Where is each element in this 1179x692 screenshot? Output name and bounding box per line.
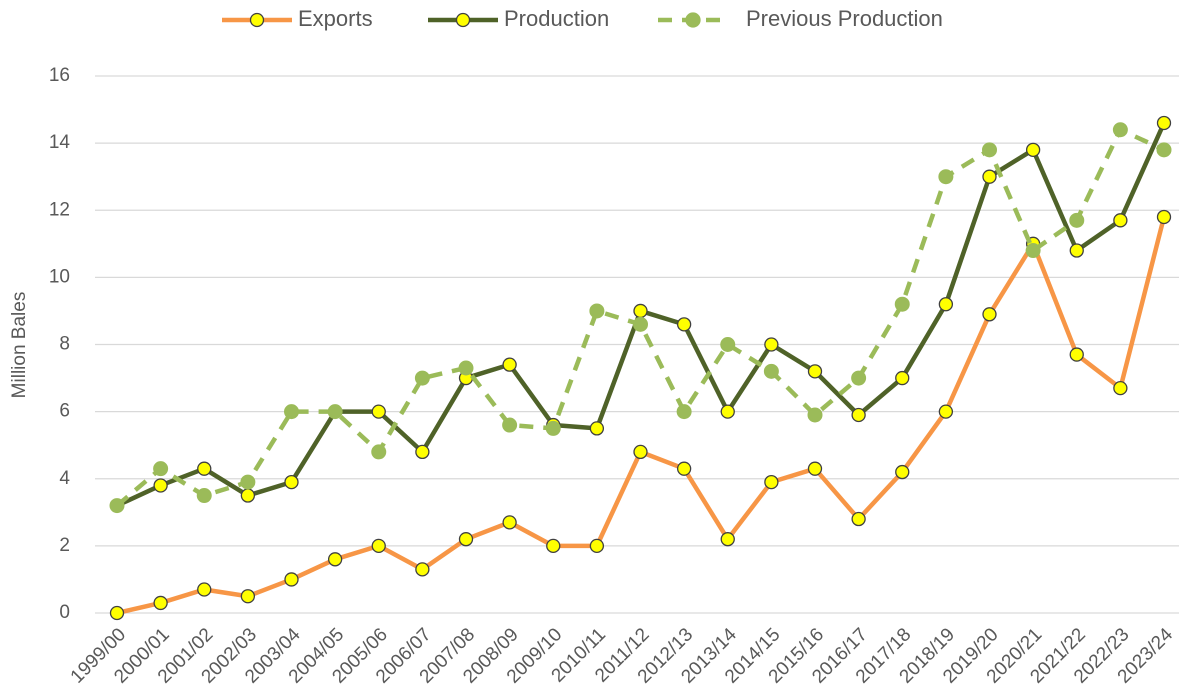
data-point (720, 532, 735, 547)
data-point (240, 474, 256, 490)
data-point (197, 582, 212, 597)
data-point (982, 142, 997, 158)
data-point (153, 461, 169, 477)
data-point (764, 474, 779, 490)
legend-label: Production (504, 6, 609, 31)
y-tick-label: 14 (49, 132, 71, 153)
data-point (720, 337, 736, 352)
data-point (851, 370, 867, 386)
data-point (807, 364, 823, 379)
data-point (589, 303, 605, 319)
data-point (1025, 243, 1041, 259)
data-point (851, 407, 866, 423)
data-point (414, 370, 430, 386)
data-point (327, 404, 343, 420)
data-point (851, 511, 866, 527)
data-point (284, 404, 299, 420)
data-point (589, 538, 605, 554)
data-point (807, 461, 823, 476)
legend-item: Previous Production (658, 6, 943, 31)
legend-item: Exports (222, 6, 373, 31)
y-tick-label: 2 (59, 535, 70, 556)
y-axis-title: Million Bales (9, 292, 30, 399)
data-point (502, 417, 518, 433)
legend-item: Production (428, 6, 609, 31)
data-point (764, 337, 779, 352)
legend-marker (685, 12, 701, 28)
data-point (938, 169, 954, 185)
data-point (109, 605, 125, 621)
data-point (895, 370, 910, 386)
data-point (415, 444, 430, 460)
y-tick-label: 8 (59, 334, 70, 355)
data-point (371, 444, 387, 460)
data-point (982, 169, 997, 184)
data-point (327, 552, 343, 567)
data-point (895, 464, 910, 480)
data-point (109, 498, 125, 514)
y-tick-label: 4 (59, 468, 70, 489)
legend-label: Exports (298, 6, 373, 31)
data-point (196, 488, 212, 504)
y-tick-label: 6 (59, 401, 70, 422)
data-point (371, 538, 386, 554)
data-point (240, 589, 256, 604)
data-point (720, 404, 735, 419)
data-point (502, 515, 517, 530)
data-point (153, 595, 168, 611)
data-point (502, 357, 517, 372)
data-point (676, 461, 692, 476)
data-point (676, 404, 692, 420)
data-point (284, 474, 299, 490)
data-point (807, 407, 823, 423)
data-point (1069, 212, 1085, 228)
legend-label: Previous Production (746, 6, 943, 31)
series-line (116, 216, 1167, 616)
data-point (1112, 122, 1128, 138)
data-point (633, 316, 648, 332)
data-point (545, 420, 561, 436)
data-point (938, 297, 954, 312)
data-point (1113, 213, 1128, 228)
legend-marker (455, 12, 471, 28)
data-point (197, 461, 212, 476)
data-point (982, 307, 997, 322)
data-point (458, 532, 474, 547)
data-point (546, 538, 561, 554)
y-tick-label: 16 (49, 65, 70, 86)
data-point (1069, 243, 1084, 258)
data-point (153, 478, 168, 493)
data-point (458, 360, 474, 376)
data-point (1069, 347, 1084, 362)
data-point (371, 404, 386, 419)
y-tick-label: 0 (59, 602, 70, 623)
data-point (633, 303, 648, 319)
legend-marker (249, 12, 265, 28)
data-point (1156, 142, 1172, 158)
data-point (589, 421, 605, 436)
data-point (633, 444, 648, 460)
data-point (938, 404, 954, 419)
data-point (284, 572, 299, 587)
data-point (894, 296, 910, 312)
data-point (1156, 209, 1172, 225)
data-point (763, 363, 779, 379)
y-tick-label: 10 (49, 266, 70, 287)
data-point (1156, 115, 1172, 131)
y-tick-label: 12 (49, 199, 70, 220)
data-point (676, 317, 692, 332)
data-point (1113, 380, 1128, 396)
data-point (415, 562, 430, 577)
data-point (1025, 142, 1041, 157)
data-point (240, 488, 256, 503)
